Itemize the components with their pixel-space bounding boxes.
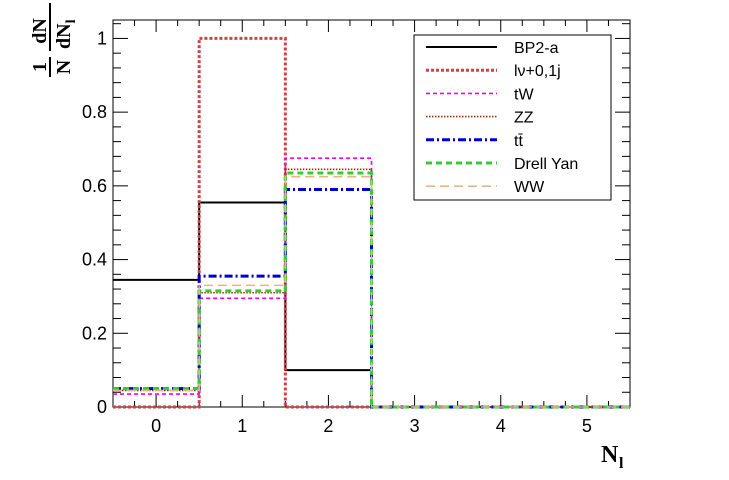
x-tick-label: 0 (151, 416, 161, 436)
y-axis-title: 1 N dN dNl (29, 3, 79, 77)
x-title-main: N (601, 442, 619, 468)
axis-ticks (113, 20, 630, 408)
legend-label-6: WW (514, 179, 545, 196)
legend-label-0: BP2-a (514, 40, 559, 57)
y-tick-label: 0.6 (82, 176, 107, 196)
y-title-n: N (53, 59, 75, 74)
series-line-5 (113, 171, 630, 409)
legend: BP2-a lν+0,1j tW ZZ tt̄ Drell Yan WW (413, 34, 612, 201)
histogram-series (113, 36, 630, 409)
series-line-6 (113, 175, 630, 408)
y-tick-label: 0.8 (82, 102, 107, 122)
y-tick-label: 1 (97, 28, 107, 48)
legend-label-3: ZZ (514, 110, 534, 127)
x-tick-label: 1 (237, 416, 247, 436)
y-tick-label: 0.2 (82, 323, 107, 343)
y-tick-label: 0.4 (82, 250, 107, 270)
x-title-sub: l (619, 455, 624, 472)
x-tick-label: 5 (582, 416, 592, 436)
x-axis-title: N l (601, 442, 624, 472)
x-tick-labels: 0 1 2 3 4 5 (151, 416, 592, 436)
y-title-one: 1 (29, 62, 51, 72)
y-tick-label: 0 (97, 397, 107, 417)
y-tick-labels: 0 0.2 0.4 0.6 0.8 1 (82, 28, 107, 417)
legend-label-5: Drell Yan (514, 156, 578, 173)
legend-label-1: lν+0,1j (514, 63, 561, 80)
x-tick-label: 4 (496, 416, 506, 436)
x-tick-label: 2 (323, 416, 333, 436)
y-title-numerator: dN (29, 18, 51, 44)
legend-box (413, 34, 612, 201)
x-tick-label: 3 (410, 416, 420, 436)
y-title-denominator: dNl (53, 19, 79, 49)
legend-label-2: tW (514, 86, 534, 103)
legend-label-4: tt̄ (514, 133, 523, 150)
